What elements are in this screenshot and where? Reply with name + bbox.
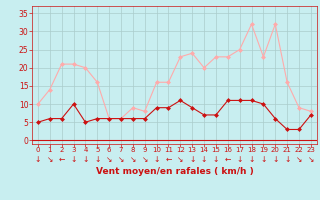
Text: ↘: ↘ <box>47 155 53 164</box>
Text: ←: ← <box>225 155 231 164</box>
X-axis label: Vent moyen/en rafales ( km/h ): Vent moyen/en rafales ( km/h ) <box>96 167 253 176</box>
Text: ↓: ↓ <box>153 155 160 164</box>
Text: ↓: ↓ <box>35 155 41 164</box>
Text: ↘: ↘ <box>106 155 112 164</box>
Text: ↓: ↓ <box>248 155 255 164</box>
Text: ↓: ↓ <box>189 155 196 164</box>
Text: ↘: ↘ <box>118 155 124 164</box>
Text: ←: ← <box>165 155 172 164</box>
Text: ↘: ↘ <box>177 155 184 164</box>
Text: ↘: ↘ <box>141 155 148 164</box>
Text: ↘: ↘ <box>296 155 302 164</box>
Text: ↓: ↓ <box>201 155 207 164</box>
Text: ↓: ↓ <box>70 155 77 164</box>
Text: ↓: ↓ <box>260 155 267 164</box>
Text: ↓: ↓ <box>272 155 278 164</box>
Text: ←: ← <box>59 155 65 164</box>
Text: ↓: ↓ <box>284 155 290 164</box>
Text: ↓: ↓ <box>213 155 219 164</box>
Text: ↘: ↘ <box>130 155 136 164</box>
Text: ↓: ↓ <box>236 155 243 164</box>
Text: ↓: ↓ <box>82 155 89 164</box>
Text: ↓: ↓ <box>94 155 100 164</box>
Text: ↘: ↘ <box>308 155 314 164</box>
